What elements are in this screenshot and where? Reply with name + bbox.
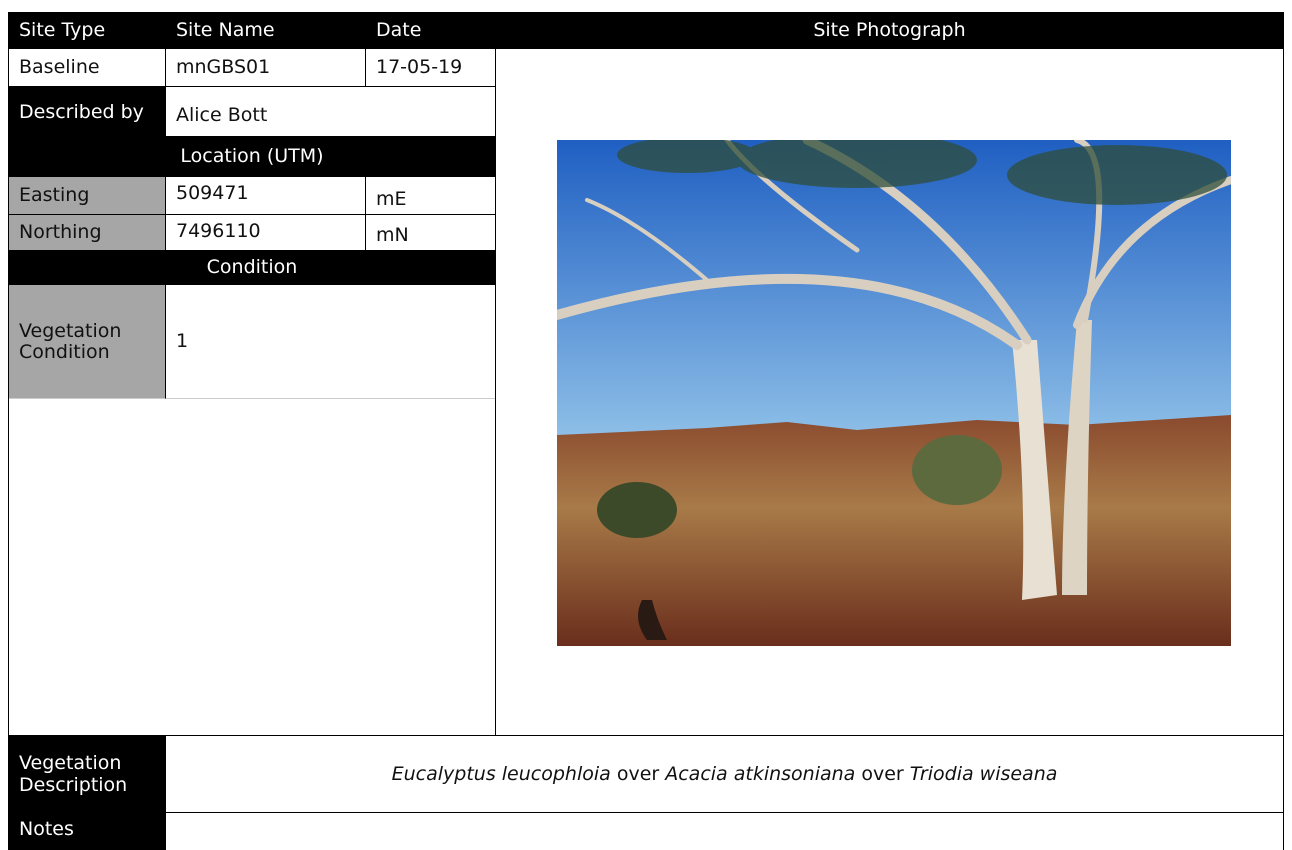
label-cell: Described by bbox=[8, 86, 166, 137]
label-cell: Vegetation Description bbox=[8, 735, 166, 813]
description-text: Eucalyptus leucophloia bbox=[391, 762, 611, 785]
header-cell: Site Type bbox=[8, 12, 166, 49]
section-title: Condition bbox=[8, 250, 496, 285]
site-photo bbox=[557, 140, 1231, 646]
cell: 1 bbox=[165, 284, 496, 399]
photo-cell bbox=[495, 48, 1284, 736]
description-text: Triodia wiseana bbox=[909, 762, 1058, 785]
description-text: Acacia atkinsoniana bbox=[665, 762, 856, 785]
cell: mE bbox=[365, 176, 496, 215]
label-cell: Northing bbox=[8, 214, 166, 251]
header-cell: Site Name bbox=[165, 12, 366, 49]
cell: 509471 bbox=[165, 176, 366, 215]
section-title: Location (UTM) bbox=[8, 136, 496, 177]
cell: Alice Bott bbox=[165, 86, 496, 137]
label-cell: Easting bbox=[8, 176, 166, 215]
cell: Baseline bbox=[8, 48, 166, 87]
notes-cell bbox=[165, 812, 1284, 850]
header-cell: Date bbox=[365, 12, 496, 49]
header-cell: Site Photograph bbox=[495, 12, 1284, 49]
label-cell: Notes bbox=[8, 812, 166, 850]
cell: mnGBS01 bbox=[165, 48, 366, 87]
cell: 17-05-19 bbox=[365, 48, 496, 87]
cell: mN bbox=[365, 214, 496, 251]
cell: 7496110 bbox=[165, 214, 366, 251]
description-cell: Eucalyptus leucophloia over Acacia atkin… bbox=[165, 735, 1284, 813]
description-text: over bbox=[610, 762, 666, 785]
label-cell: Vegetation Condition bbox=[8, 284, 166, 399]
empty-cell bbox=[8, 398, 496, 736]
description-text: over bbox=[855, 762, 910, 785]
